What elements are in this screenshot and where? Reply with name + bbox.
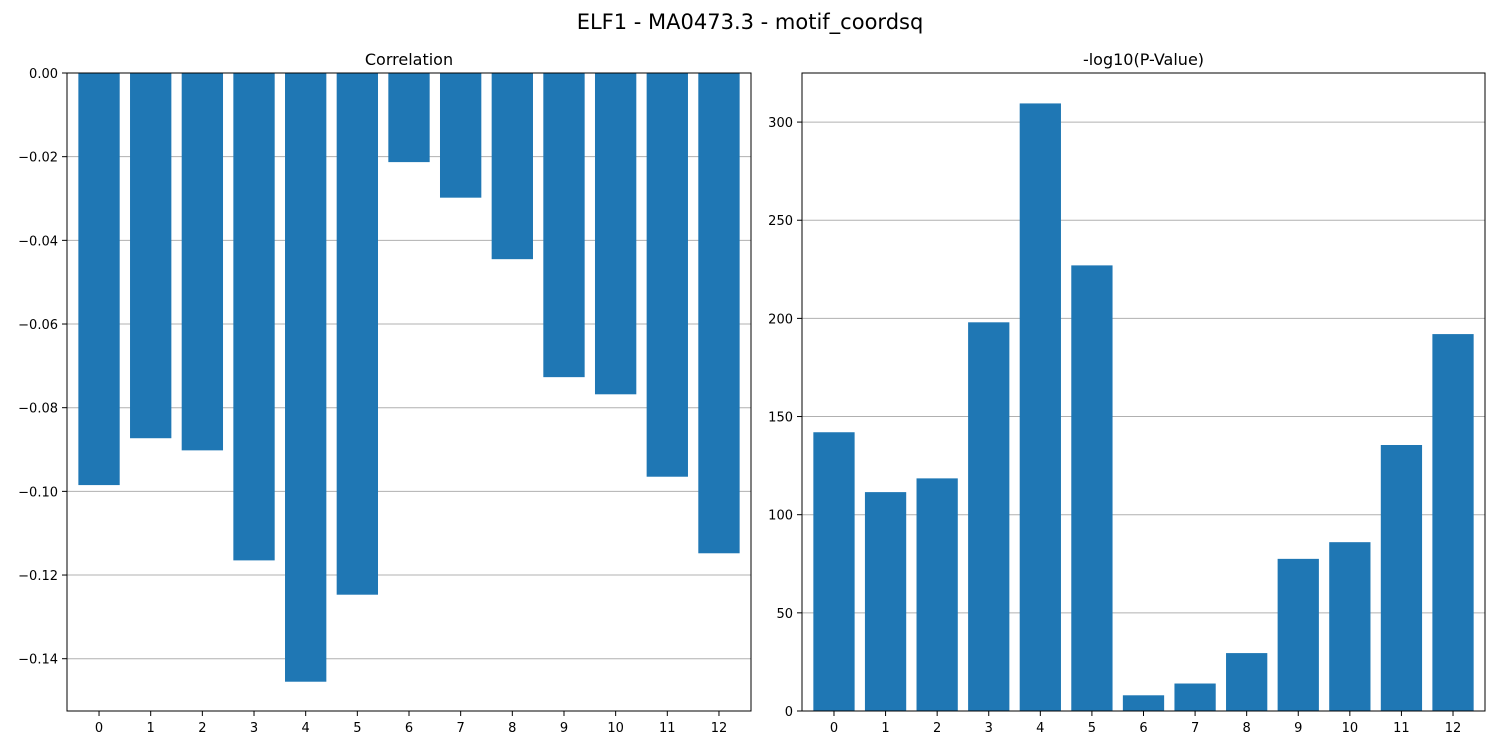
y-tick-label: −0.06 bbox=[18, 318, 58, 333]
figure-title: ELF1 - MA0473.3 - motif_coordsq bbox=[576, 10, 924, 34]
x-tick-label: 11 bbox=[659, 721, 676, 736]
bar-12 bbox=[1432, 334, 1474, 711]
y-tick-label: 100 bbox=[768, 509, 793, 524]
x-tick-label: 0 bbox=[95, 721, 103, 736]
bar-6 bbox=[388, 73, 430, 163]
bar-4 bbox=[285, 73, 327, 682]
y-tick-label: −0.12 bbox=[18, 569, 58, 584]
x-tick-label: 7 bbox=[1191, 721, 1199, 736]
x-tick-label: 0 bbox=[830, 721, 838, 736]
x-tick-label: 12 bbox=[711, 721, 728, 736]
bar-3 bbox=[968, 322, 1010, 711]
y-tick-label: 300 bbox=[768, 116, 793, 131]
y-tick-label: −0.08 bbox=[18, 402, 58, 417]
x-tick-label: 11 bbox=[1393, 721, 1410, 736]
x-tick-label: 5 bbox=[353, 721, 361, 736]
bar-6 bbox=[1122, 695, 1165, 711]
y-tick-label: 250 bbox=[768, 214, 793, 229]
x-tick-label: 12 bbox=[1445, 721, 1462, 736]
bar-1 bbox=[864, 492, 907, 711]
x-tick-label: 1 bbox=[147, 721, 155, 736]
y-tick-label: −0.10 bbox=[18, 485, 58, 500]
y-tick-label: −0.14 bbox=[18, 653, 58, 668]
bar-4 bbox=[1019, 103, 1061, 712]
subplot-title: -log10(P-Value) bbox=[1083, 50, 1204, 69]
bar-7 bbox=[1174, 683, 1216, 711]
bar-1 bbox=[130, 73, 172, 439]
x-tick-label: 4 bbox=[1036, 721, 1044, 736]
y-tick-label: 150 bbox=[768, 411, 793, 426]
bar-8 bbox=[1226, 653, 1268, 711]
bar-2 bbox=[181, 73, 224, 451]
x-tick-label: 4 bbox=[302, 721, 310, 736]
bar-5 bbox=[336, 73, 379, 595]
x-tick-label: 6 bbox=[405, 721, 413, 736]
x-tick-label: 2 bbox=[933, 721, 941, 736]
x-tick-label: 8 bbox=[1243, 721, 1251, 736]
x-tick-label: 3 bbox=[250, 721, 258, 736]
x-tick-label: 10 bbox=[607, 721, 624, 736]
bar-2 bbox=[916, 478, 958, 711]
bar-7 bbox=[439, 73, 482, 198]
bar-8 bbox=[491, 73, 533, 260]
y-tick-label: 0.00 bbox=[29, 67, 58, 82]
bar-5 bbox=[1071, 265, 1113, 711]
bar-9 bbox=[1277, 558, 1319, 711]
x-tick-label: 1 bbox=[881, 721, 889, 736]
x-tick-label: 8 bbox=[508, 721, 516, 736]
bar-10 bbox=[594, 73, 637, 395]
bar-0 bbox=[78, 73, 120, 486]
subplot-title: Correlation bbox=[365, 50, 453, 69]
x-tick-label: 3 bbox=[985, 721, 993, 736]
bar-3 bbox=[233, 73, 275, 561]
bar-12 bbox=[698, 73, 740, 554]
y-tick-label: 50 bbox=[776, 607, 793, 622]
bar-10 bbox=[1329, 542, 1371, 711]
x-tick-label: 2 bbox=[198, 721, 206, 736]
x-tick-label: 9 bbox=[560, 721, 568, 736]
x-tick-label: 5 bbox=[1088, 721, 1096, 736]
y-tick-label: −0.04 bbox=[18, 234, 58, 249]
x-tick-label: 10 bbox=[1342, 721, 1359, 736]
bar-11 bbox=[1380, 445, 1423, 711]
x-tick-label: 7 bbox=[457, 721, 465, 736]
bar-9 bbox=[543, 73, 585, 378]
y-tick-label: 0 bbox=[785, 705, 793, 720]
bar-11 bbox=[646, 73, 688, 477]
x-tick-label: 9 bbox=[1294, 721, 1302, 736]
x-tick-label: 6 bbox=[1139, 721, 1147, 736]
y-tick-label: 200 bbox=[768, 312, 793, 327]
bar-0 bbox=[813, 432, 855, 711]
y-tick-label: −0.02 bbox=[18, 151, 58, 166]
